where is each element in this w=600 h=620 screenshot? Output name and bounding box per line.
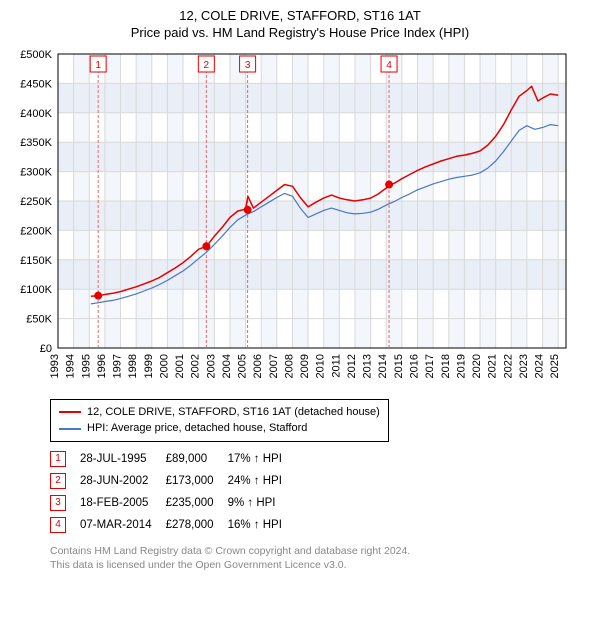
svg-text:£100K: £100K — [20, 284, 52, 296]
chart-subtitle: Price paid vs. HM Land Registry's House … — [10, 25, 590, 42]
svg-text:£150K: £150K — [20, 255, 52, 267]
sale-vs-hpi: 17% ↑ HPI — [228, 448, 296, 470]
svg-text:2006: 2006 — [252, 354, 264, 378]
svg-text:2024: 2024 — [534, 354, 546, 378]
svg-text:1994: 1994 — [65, 354, 77, 378]
sale-price: £89,000 — [166, 448, 228, 470]
sale-marker-icon: 3 — [50, 495, 66, 511]
legend-swatch — [59, 411, 81, 413]
svg-text:£400K: £400K — [20, 108, 52, 120]
svg-text:1999: 1999 — [143, 354, 155, 378]
table-row: 1 28-JUL-1995£89,00017% ↑ HPI — [50, 448, 296, 470]
svg-text:2013: 2013 — [362, 354, 374, 378]
svg-text:1997: 1997 — [112, 354, 124, 378]
svg-text:4: 4 — [386, 60, 392, 71]
footer-line-2: This data is licensed under the Open Gov… — [50, 558, 590, 572]
table-row: 3 18-FEB-2005£235,0009% ↑ HPI — [50, 492, 296, 514]
legend-label: HPI: Average price, detached house, Staf… — [87, 420, 307, 437]
svg-text:2: 2 — [204, 60, 210, 71]
legend-label: 12, COLE DRIVE, STAFFORD, ST16 1AT (deta… — [87, 404, 380, 421]
legend-item: HPI: Average price, detached house, Staf… — [59, 420, 380, 437]
svg-text:£0: £0 — [40, 343, 52, 355]
sale-marker-cell: 2 — [50, 470, 80, 492]
svg-text:2012: 2012 — [346, 354, 358, 378]
svg-text:2025: 2025 — [549, 354, 561, 378]
sale-date: 18-FEB-2005 — [80, 492, 166, 514]
sale-date: 07-MAR-2014 — [80, 514, 166, 536]
sale-price: £173,000 — [166, 470, 228, 492]
svg-text:2015: 2015 — [393, 354, 405, 378]
legend: 12, COLE DRIVE, STAFFORD, ST16 1AT (deta… — [50, 399, 389, 442]
sale-marker-cell: 3 — [50, 492, 80, 514]
sale-marker-cell: 1 — [50, 448, 80, 470]
sale-marker-icon: 2 — [50, 473, 66, 489]
svg-text:3: 3 — [245, 60, 251, 71]
svg-text:1996: 1996 — [96, 354, 108, 378]
svg-text:1993: 1993 — [49, 354, 61, 378]
svg-text:2000: 2000 — [158, 354, 170, 378]
table-row: 4 07-MAR-2014£278,00016% ↑ HPI — [50, 514, 296, 536]
svg-text:£250K: £250K — [20, 196, 52, 208]
svg-text:£350K: £350K — [20, 137, 52, 149]
svg-text:2009: 2009 — [299, 354, 311, 378]
chart-title: 12, COLE DRIVE, STAFFORD, ST16 1AT — [10, 8, 590, 25]
sale-marker-cell: 4 — [50, 514, 80, 536]
svg-text:2019: 2019 — [455, 354, 467, 378]
sales-table: 1 28-JUL-1995£89,00017% ↑ HPI 2 28-JUN-2002… — [50, 448, 296, 536]
svg-text:2002: 2002 — [190, 354, 202, 378]
svg-text:2016: 2016 — [409, 354, 421, 378]
svg-text:2020: 2020 — [471, 354, 483, 378]
sale-vs-hpi: 24% ↑ HPI — [228, 470, 296, 492]
sale-date: 28-JUN-2002 — [80, 470, 166, 492]
svg-text:2001: 2001 — [174, 354, 186, 378]
svg-text:£200K: £200K — [20, 225, 52, 237]
svg-text:2010: 2010 — [315, 354, 327, 378]
svg-text:£300K: £300K — [20, 166, 52, 178]
svg-text:2003: 2003 — [205, 354, 217, 378]
svg-text:2008: 2008 — [283, 354, 295, 378]
svg-text:2017: 2017 — [424, 354, 436, 378]
sale-price: £278,000 — [166, 514, 228, 536]
legend-item: 12, COLE DRIVE, STAFFORD, ST16 1AT (deta… — [59, 404, 380, 421]
sale-vs-hpi: 9% ↑ HPI — [228, 492, 296, 514]
price-chart: £0 £50K £100K £150K £200K £250K £300K £350K £400… — [10, 48, 570, 388]
svg-text:2011: 2011 — [330, 354, 342, 378]
sale-marker-icon: 1 — [50, 451, 66, 467]
svg-text:2022: 2022 — [502, 354, 514, 378]
table-row: 2 28-JUN-2002£173,00024% ↑ HPI — [50, 470, 296, 492]
svg-text:2004: 2004 — [221, 354, 233, 378]
svg-text:1998: 1998 — [127, 354, 139, 378]
svg-text:2007: 2007 — [268, 354, 280, 378]
svg-text:2005: 2005 — [237, 354, 249, 378]
svg-text:£500K: £500K — [20, 49, 52, 61]
svg-text:1995: 1995 — [80, 354, 92, 378]
svg-text:£50K: £50K — [26, 313, 52, 325]
svg-text:2021: 2021 — [487, 354, 499, 378]
svg-text:£450K: £450K — [20, 78, 52, 90]
svg-text:1: 1 — [95, 60, 101, 71]
sale-price: £235,000 — [166, 492, 228, 514]
chart-area: £0 £50K £100K £150K £200K £250K £300K £350K £400… — [10, 48, 590, 393]
svg-text:2014: 2014 — [377, 354, 389, 378]
svg-text:2023: 2023 — [518, 354, 530, 378]
svg-text:2018: 2018 — [440, 354, 452, 378]
footer-line-1: Contains HM Land Registry data © Crown c… — [50, 544, 590, 558]
sale-marker-icon: 4 — [50, 517, 66, 533]
footer-attribution: Contains HM Land Registry data © Crown c… — [50, 544, 590, 572]
legend-swatch — [59, 428, 81, 430]
sale-vs-hpi: 16% ↑ HPI — [228, 514, 296, 536]
sale-date: 28-JUL-1995 — [80, 448, 166, 470]
